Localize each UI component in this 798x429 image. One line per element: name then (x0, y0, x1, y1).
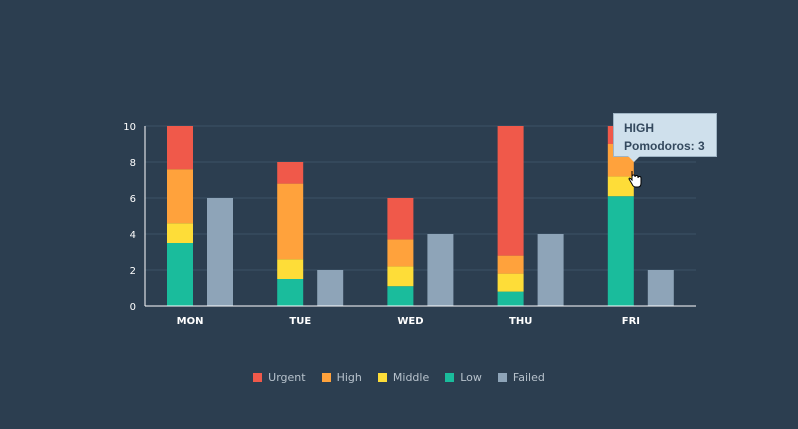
bar-thu-urgent[interactable] (497, 126, 524, 256)
bar-tue-failed[interactable] (317, 270, 344, 306)
bar-tue-low[interactable] (277, 279, 304, 306)
legend-label-high: High (336, 371, 362, 384)
y-tick-label: 0 (130, 302, 136, 313)
y-tick-label: 10 (123, 122, 136, 133)
bar-wed-middle[interactable] (387, 266, 414, 287)
bar-tue-urgent[interactable] (277, 162, 304, 184)
x-tick-label: FRI (622, 316, 640, 327)
x-tick-label: MON (177, 316, 204, 327)
legend-item-middle[interactable]: Middle (377, 371, 430, 384)
bar-mon-urgent[interactable] (167, 126, 193, 170)
bar-tue-middle[interactable] (277, 259, 304, 279)
legend-swatch-low (445, 373, 455, 382)
legend-label-urgent: Urgent (268, 371, 306, 384)
tooltip-title: HIGH (624, 121, 654, 135)
chart-legend: Urgent High Middle Low Failed (0, 371, 798, 384)
legend-item-low[interactable]: Low (445, 371, 482, 384)
y-tick-label: 6 (130, 194, 136, 205)
bar-fri-failed[interactable] (647, 270, 674, 306)
legend-swatch-middle (377, 373, 387, 382)
x-tick-label: THU (509, 316, 532, 327)
bar-mon-middle[interactable] (167, 223, 193, 243)
legend-item-urgent[interactable]: Urgent (253, 371, 306, 384)
legend-label-failed: Failed (512, 371, 545, 384)
legend-label-low: Low (460, 371, 482, 384)
bar-wed-urgent[interactable] (387, 198, 414, 240)
legend-item-high[interactable]: High (321, 371, 362, 384)
chart-tooltip: HIGH Pomodoros: 3 (613, 113, 717, 157)
bar-mon-low[interactable] (167, 243, 193, 306)
bar-wed-low[interactable] (387, 286, 414, 306)
x-tick-label: TUE (289, 316, 311, 327)
hand-pointer-icon (628, 171, 642, 188)
legend-swatch-high (321, 373, 331, 382)
bar-tue-high[interactable] (277, 183, 304, 260)
bar-fri-low[interactable] (607, 196, 634, 306)
legend-label-middle: Middle (392, 371, 430, 384)
bar-mon-high[interactable] (167, 169, 193, 224)
legend-swatch-urgent (253, 373, 263, 382)
bar-mon-failed[interactable] (207, 198, 233, 306)
tooltip-arrow (628, 156, 640, 162)
bar-thu-failed[interactable] (537, 234, 564, 306)
bar-thu-middle[interactable] (497, 273, 524, 292)
bar-fri-middle[interactable] (607, 176, 634, 197)
legend-item-failed[interactable]: Failed (497, 371, 545, 384)
y-tick-label: 8 (130, 158, 136, 169)
tooltip-value: Pomodoros: 3 (624, 139, 705, 153)
bar-wed-high[interactable] (387, 239, 414, 267)
bar-thu-low[interactable] (497, 291, 524, 306)
y-tick-label: 2 (130, 266, 136, 277)
y-tick-label: 4 (130, 230, 136, 241)
x-tick-label: WED (397, 316, 423, 327)
bar-thu-high[interactable] (497, 255, 524, 274)
bar-wed-failed[interactable] (427, 234, 454, 306)
legend-swatch-failed (497, 373, 507, 382)
